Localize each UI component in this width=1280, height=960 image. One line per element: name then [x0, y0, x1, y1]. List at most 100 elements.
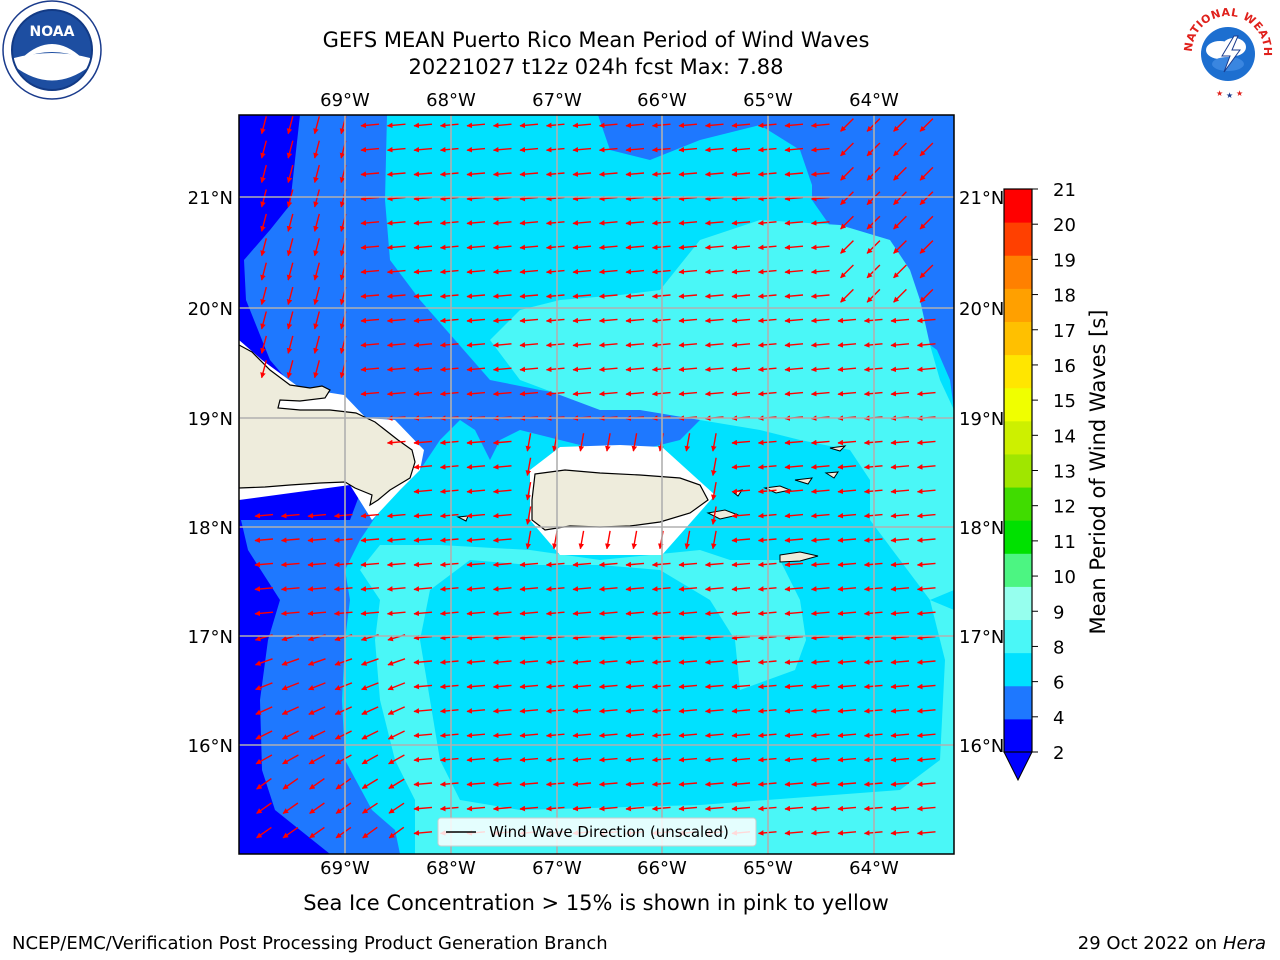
wind-wave-arrow	[360, 658, 379, 666]
wind-wave-arrow	[731, 390, 751, 397]
wind-wave-arrow	[598, 317, 618, 324]
colorbar-cell	[1004, 222, 1032, 256]
wind-wave-arrow	[280, 512, 300, 519]
colorbar-cell	[1004, 652, 1032, 687]
wind-wave-arrow	[439, 220, 459, 226]
wind-wave-arrow	[916, 537, 936, 543]
lon-tick-top: 64°W	[849, 90, 899, 111]
wind-wave-arrow	[598, 586, 618, 592]
caption: Sea Ice Concentration > 15% is shown in …	[303, 891, 889, 915]
wind-wave-arrow	[519, 366, 539, 373]
wind-wave-arrow	[890, 488, 910, 495]
wind-wave-arrow	[731, 171, 751, 177]
wind-wave-arrow	[386, 610, 406, 617]
wind-wave-arrow	[810, 756, 830, 763]
wind-wave-arrow	[810, 464, 830, 470]
wind-wave-arrow	[413, 732, 433, 739]
wind-wave-arrow	[413, 683, 433, 690]
colorbar-cell	[1004, 718, 1032, 753]
wind-wave-arrow	[598, 756, 618, 763]
wind-wave-arrow	[387, 706, 405, 715]
chart-subtitle: 20221027 t12z 024h fcst Max: 7.88	[408, 55, 784, 79]
wind-wave-arrow	[784, 464, 804, 470]
colorbar-tick-label: 4	[1053, 708, 1064, 729]
wind-wave-arrow	[492, 366, 512, 373]
wind-wave-arrow	[840, 166, 854, 181]
wind-wave-arrow	[784, 805, 804, 812]
wind-wave-arrow	[837, 537, 857, 543]
wind-wave-arrow	[439, 732, 459, 739]
wind-wave-arrow	[360, 244, 380, 251]
wind-wave-arrow	[413, 146, 433, 153]
wind-wave-arrow	[307, 586, 327, 592]
lon-tick-top: 65°W	[743, 90, 793, 111]
wind-wave-arrow	[916, 586, 936, 592]
wind-wave-arrow	[256, 778, 272, 790]
wind-wave-arrow	[413, 268, 433, 275]
wind-wave-arrow	[731, 659, 751, 665]
wind-wave-arrow	[704, 708, 724, 714]
wind-wave-arrow	[492, 122, 512, 129]
colorbar-tick-label: 12	[1053, 497, 1076, 518]
wind-wave-arrow	[413, 610, 433, 617]
wind-wave-arrow	[578, 433, 585, 452]
wind-wave-arrow	[840, 118, 854, 132]
wind-wave-arrow	[572, 342, 592, 348]
wind-wave-arrow	[784, 634, 804, 641]
wind-wave-arrow	[519, 390, 539, 397]
wind-wave-arrow	[466, 293, 486, 299]
wind-wave-arrow	[678, 244, 698, 251]
wind-wave-arrow	[545, 122, 565, 129]
colorbar-tick-label: 20	[1053, 215, 1076, 236]
wind-wave-arrow	[492, 561, 512, 568]
wind-wave-arrow	[307, 512, 327, 519]
wind-wave-arrow	[890, 634, 910, 641]
wind-wave-arrow	[260, 116, 267, 135]
wind-wave-arrow	[361, 706, 379, 715]
wind-wave-arrow	[254, 658, 273, 666]
wind-wave-arrow	[525, 506, 532, 525]
wind-wave-arrow	[711, 433, 717, 452]
wind-wave-arrow	[280, 586, 300, 592]
wind-wave-arrow	[631, 433, 638, 452]
wind-wave-arrow	[784, 781, 804, 787]
wind-wave-arrow	[810, 659, 830, 665]
wind-wave-arrow	[286, 116, 294, 135]
wind-wave-arrow	[280, 537, 300, 543]
wind-wave-arrow	[413, 805, 433, 812]
wind-wave-arrow	[598, 659, 618, 665]
wind-wave-arrow	[307, 658, 326, 666]
wind-wave-arrow	[810, 342, 830, 348]
wind-wave-arrow	[919, 264, 934, 279]
wind-wave-arrow	[413, 659, 433, 665]
wind-wave-arrow	[625, 659, 645, 665]
wind-wave-arrow	[919, 191, 934, 206]
wind-wave-arrow	[313, 335, 320, 354]
wind-wave-arrow	[260, 238, 267, 257]
wind-wave-arrow	[684, 433, 691, 452]
wind-wave-arrow	[810, 586, 830, 592]
wind-wave-arrow	[598, 146, 618, 153]
wind-wave-arrow	[519, 268, 539, 275]
wind-wave-arrow	[916, 317, 936, 324]
hispaniola-land	[239, 344, 416, 507]
wind-wave-arrow	[916, 732, 936, 739]
wind-wave-arrow	[360, 268, 380, 275]
wind-wave-arrow	[704, 561, 724, 568]
wind-wave-arrow	[784, 171, 804, 177]
wind-wave-arrow	[413, 561, 433, 568]
wind-wave-arrow	[439, 512, 459, 519]
wind-wave-arrow	[466, 659, 486, 665]
wind-wave-arrow	[280, 561, 300, 568]
wind-wave-arrow	[260, 213, 267, 232]
wind-wave-arrow	[784, 244, 804, 251]
wind-wave-arrow	[810, 390, 830, 397]
wind-wave-arrow	[704, 244, 724, 251]
lat-tick-right: 20°N	[959, 299, 1004, 320]
colorbar-extend-arrow	[1003, 751, 1033, 782]
wind-wave-arrow	[360, 220, 380, 226]
wind-wave-arrow	[572, 732, 592, 739]
wind-wave-arrow	[466, 464, 486, 470]
wind-wave-arrow	[492, 244, 512, 251]
lon-tick-bottom: 67°W	[532, 858, 582, 879]
